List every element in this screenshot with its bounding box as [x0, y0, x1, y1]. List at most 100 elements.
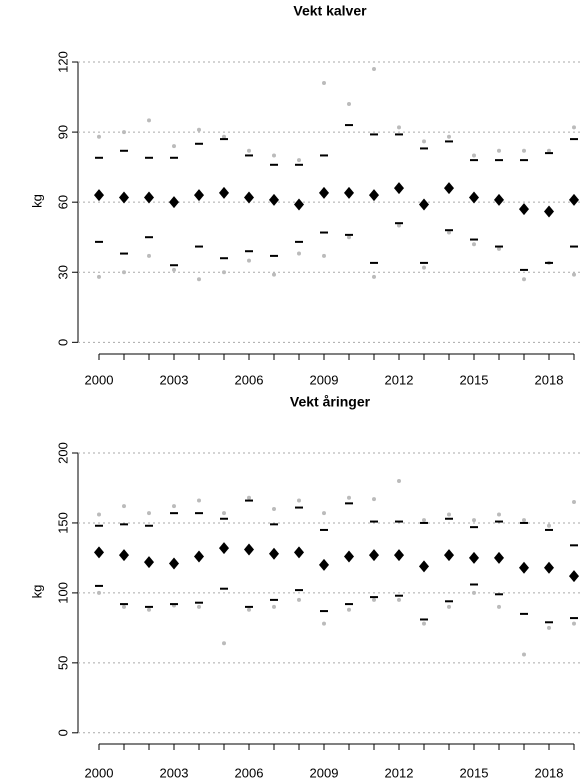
mean-marker [294, 546, 304, 559]
mean-marker [169, 196, 179, 209]
mean-marker [544, 561, 554, 574]
point [422, 621, 426, 626]
point [322, 253, 326, 258]
x-tick-label: 2000 [85, 372, 114, 387]
chart-title: Vekt åringer [290, 394, 371, 410]
mean-marker [319, 558, 329, 571]
point [122, 504, 126, 509]
point [372, 497, 376, 502]
point [497, 148, 501, 153]
point [347, 607, 351, 612]
point [572, 621, 576, 626]
point [522, 652, 526, 657]
point [247, 607, 251, 612]
y-tick-label: 200 [55, 442, 70, 464]
mean-marker [219, 186, 229, 199]
point [347, 235, 351, 240]
mean-marker [94, 189, 104, 202]
y-tick-label: 150 [55, 512, 70, 534]
mean-marker [569, 193, 579, 206]
mean-marker [169, 557, 179, 570]
point [122, 130, 126, 135]
x-tick-label: 2012 [385, 372, 414, 387]
mean-marker [444, 182, 454, 195]
point [447, 230, 451, 235]
point [447, 604, 451, 609]
point [272, 153, 276, 158]
y-tick-label: 30 [55, 265, 70, 279]
point [272, 272, 276, 277]
point [322, 81, 326, 86]
mean-marker [344, 550, 354, 563]
point [247, 258, 251, 263]
point [347, 495, 351, 500]
x-tick-label: 2009 [310, 372, 339, 387]
y-axis-label: kg [29, 585, 44, 599]
point [547, 523, 551, 528]
mean-marker [119, 549, 129, 562]
x-tick-label: 2006 [235, 372, 264, 387]
mean-marker [94, 546, 104, 559]
point [222, 134, 226, 139]
mean-marker [269, 193, 279, 206]
mean-marker [394, 182, 404, 195]
mean-marker [569, 570, 579, 583]
point [572, 499, 576, 504]
point [122, 604, 126, 609]
y-tick-label: 90 [55, 125, 70, 139]
point [147, 253, 151, 258]
x-tick-label: 2009 [310, 765, 339, 780]
y-tick-label: 60 [55, 195, 70, 209]
point [147, 118, 151, 123]
mean-marker [119, 191, 129, 204]
mean-marker [144, 556, 154, 569]
point [172, 504, 176, 509]
y-tick-label: 50 [55, 656, 70, 670]
point [472, 242, 476, 247]
mean-marker [369, 189, 379, 202]
mean-marker [369, 549, 379, 562]
mean-marker [519, 561, 529, 574]
point [497, 512, 501, 517]
y-tick-label: 120 [55, 51, 70, 73]
point [197, 604, 201, 609]
point [497, 246, 501, 251]
mean-marker [194, 550, 204, 563]
point [97, 512, 101, 517]
mean-marker [394, 549, 404, 562]
y-axis-label: kg [29, 194, 44, 208]
point [522, 518, 526, 523]
point [222, 641, 226, 646]
point [422, 265, 426, 270]
mean-marker [469, 191, 479, 204]
mean-marker [269, 547, 279, 560]
point [297, 597, 301, 602]
point [372, 597, 376, 602]
point [272, 506, 276, 511]
y-tick-label: 100 [55, 582, 70, 604]
point [522, 277, 526, 282]
point [547, 625, 551, 630]
point [372, 274, 376, 279]
mean-marker [494, 551, 504, 564]
point [372, 67, 376, 72]
mean-marker [469, 551, 479, 564]
point [147, 511, 151, 516]
point [297, 251, 301, 256]
point [397, 478, 401, 483]
x-tick-label: 2018 [535, 765, 564, 780]
point [547, 148, 551, 153]
point [222, 270, 226, 275]
x-tick-label: 2006 [235, 765, 264, 780]
point [197, 127, 201, 132]
point [497, 604, 501, 609]
point [172, 267, 176, 272]
point [472, 518, 476, 523]
mean-marker [294, 198, 304, 211]
point [97, 134, 101, 139]
point [97, 274, 101, 279]
point [447, 512, 451, 517]
point [572, 272, 576, 277]
mean-marker [244, 191, 254, 204]
point [397, 597, 401, 602]
